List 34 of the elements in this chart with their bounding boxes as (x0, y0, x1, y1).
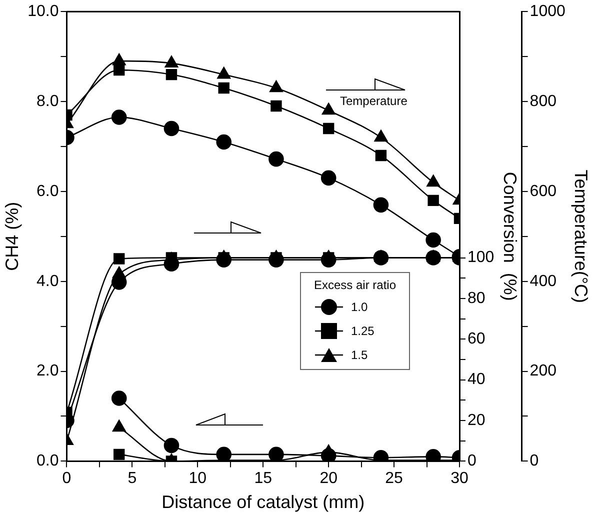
y-tick-label: 10.0 (28, 3, 59, 20)
y3-tick-label: 100 (468, 249, 494, 266)
y2-tick-label: 400 (530, 272, 557, 290)
y3-tick-label: 20 (468, 412, 486, 429)
y3-tick-label: 40 (468, 371, 486, 388)
x-tick-label: 10 (188, 470, 207, 488)
y3-tick-label: 60 (468, 330, 486, 348)
y3-tick-label: 80 (468, 290, 486, 307)
x-tick-label: 30 (450, 470, 469, 488)
y-tick-label: 4.0 (36, 272, 59, 290)
y-tick-label: 6.0 (36, 182, 59, 200)
y2-tick-label: 600 (530, 182, 557, 200)
y3-tick-label: 0 (468, 452, 477, 470)
x-tick-label: 15 (254, 470, 272, 488)
x-axis-title: Distance of catalyst (mm) (162, 492, 365, 512)
y-axis-title: CH4 (%) (2, 202, 22, 271)
y2-tick-label: 800 (530, 92, 557, 110)
y-tick-label: 8.0 (36, 92, 59, 110)
legend-title: Excess air ratio (312, 278, 398, 292)
legend-label: 1.25 (351, 324, 374, 338)
legend-label: 1.0 (351, 300, 368, 314)
y2-tick-label: 0 (530, 452, 539, 470)
y3-axis-title: Conversion (%) (500, 172, 520, 301)
annotation: Temperature (340, 94, 408, 108)
x-tick-label: 20 (320, 470, 338, 488)
y2-axis-title: Temperature(°C) (571, 170, 592, 304)
y2-tick-label: 200 (530, 362, 557, 380)
y2-tick-label: 1000 (530, 3, 566, 20)
y-tick-label: 0.0 (36, 452, 59, 470)
x-tick-label: 25 (385, 470, 404, 488)
y-tick-label: 2.0 (36, 362, 59, 380)
x-tick-label: 5 (128, 470, 137, 488)
legend-label: 1.5 (351, 348, 368, 362)
x-tick-label: 0 (62, 470, 72, 488)
